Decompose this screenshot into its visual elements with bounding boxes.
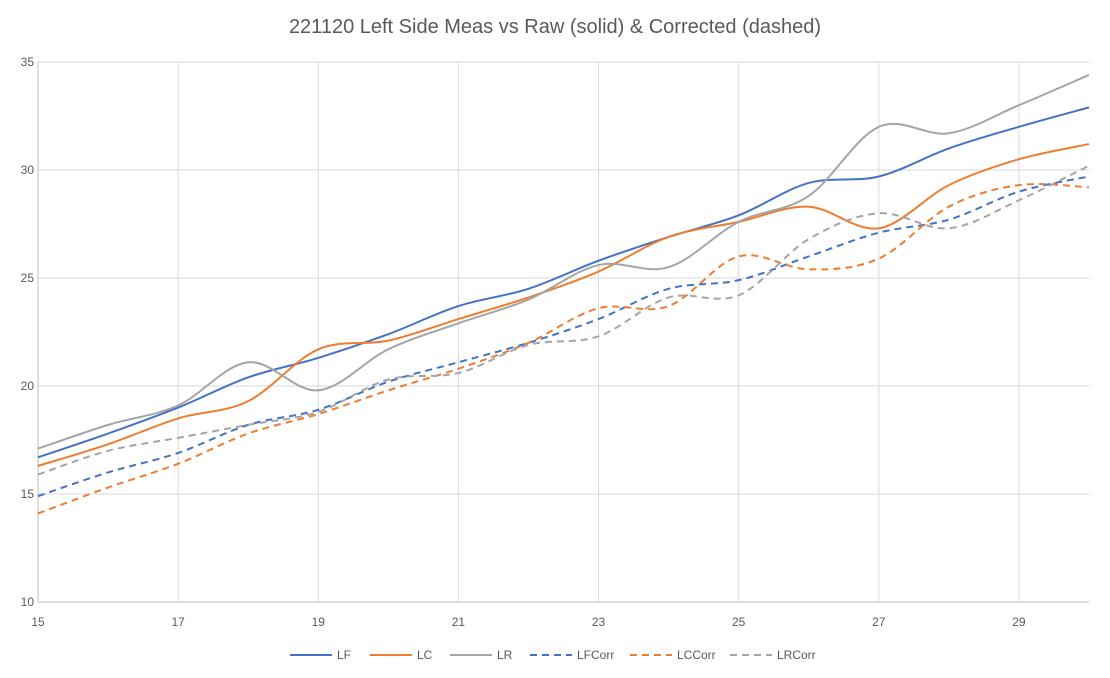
y-tick-label: 20 [21, 379, 35, 393]
series-line-lccorr [37, 183, 1090, 515]
x-tick-label: 15 [31, 615, 45, 629]
series-line-lfcorr [37, 175, 1090, 498]
x-tick-label: 17 [171, 615, 185, 629]
x-tick-label: 23 [592, 615, 606, 629]
legend-label-lr: LR [497, 648, 513, 662]
series-line-lf [37, 106, 1090, 459]
chart-title: 221120 Left Side Meas vs Raw (solid) & C… [288, 16, 822, 38]
x-tick-label: 29 [1012, 615, 1026, 629]
legend-label-lf: LF [337, 648, 351, 662]
y-tick-label: 10 [21, 595, 35, 609]
x-tick-label: 27 [872, 615, 886, 629]
series-line-lrcorr [37, 164, 1090, 476]
y-tick-label: 25 [21, 271, 35, 285]
legend-label-lfcorr: LFCorr [577, 648, 614, 662]
series-line-lc [37, 143, 1090, 467]
y-tick-label: 35 [21, 55, 35, 69]
y-tick-label: 15 [21, 487, 35, 501]
y-tick-label: 30 [21, 163, 35, 177]
legend-label-lc: LC [417, 648, 433, 662]
legend-label-lccorr: LCCorr [677, 648, 716, 662]
legend-label-lrcorr: LRCorr [777, 648, 816, 662]
x-tick-label: 25 [732, 615, 746, 629]
x-tick-label: 21 [452, 615, 466, 629]
series-line-lr [37, 74, 1090, 450]
x-tick-label: 19 [312, 615, 326, 629]
